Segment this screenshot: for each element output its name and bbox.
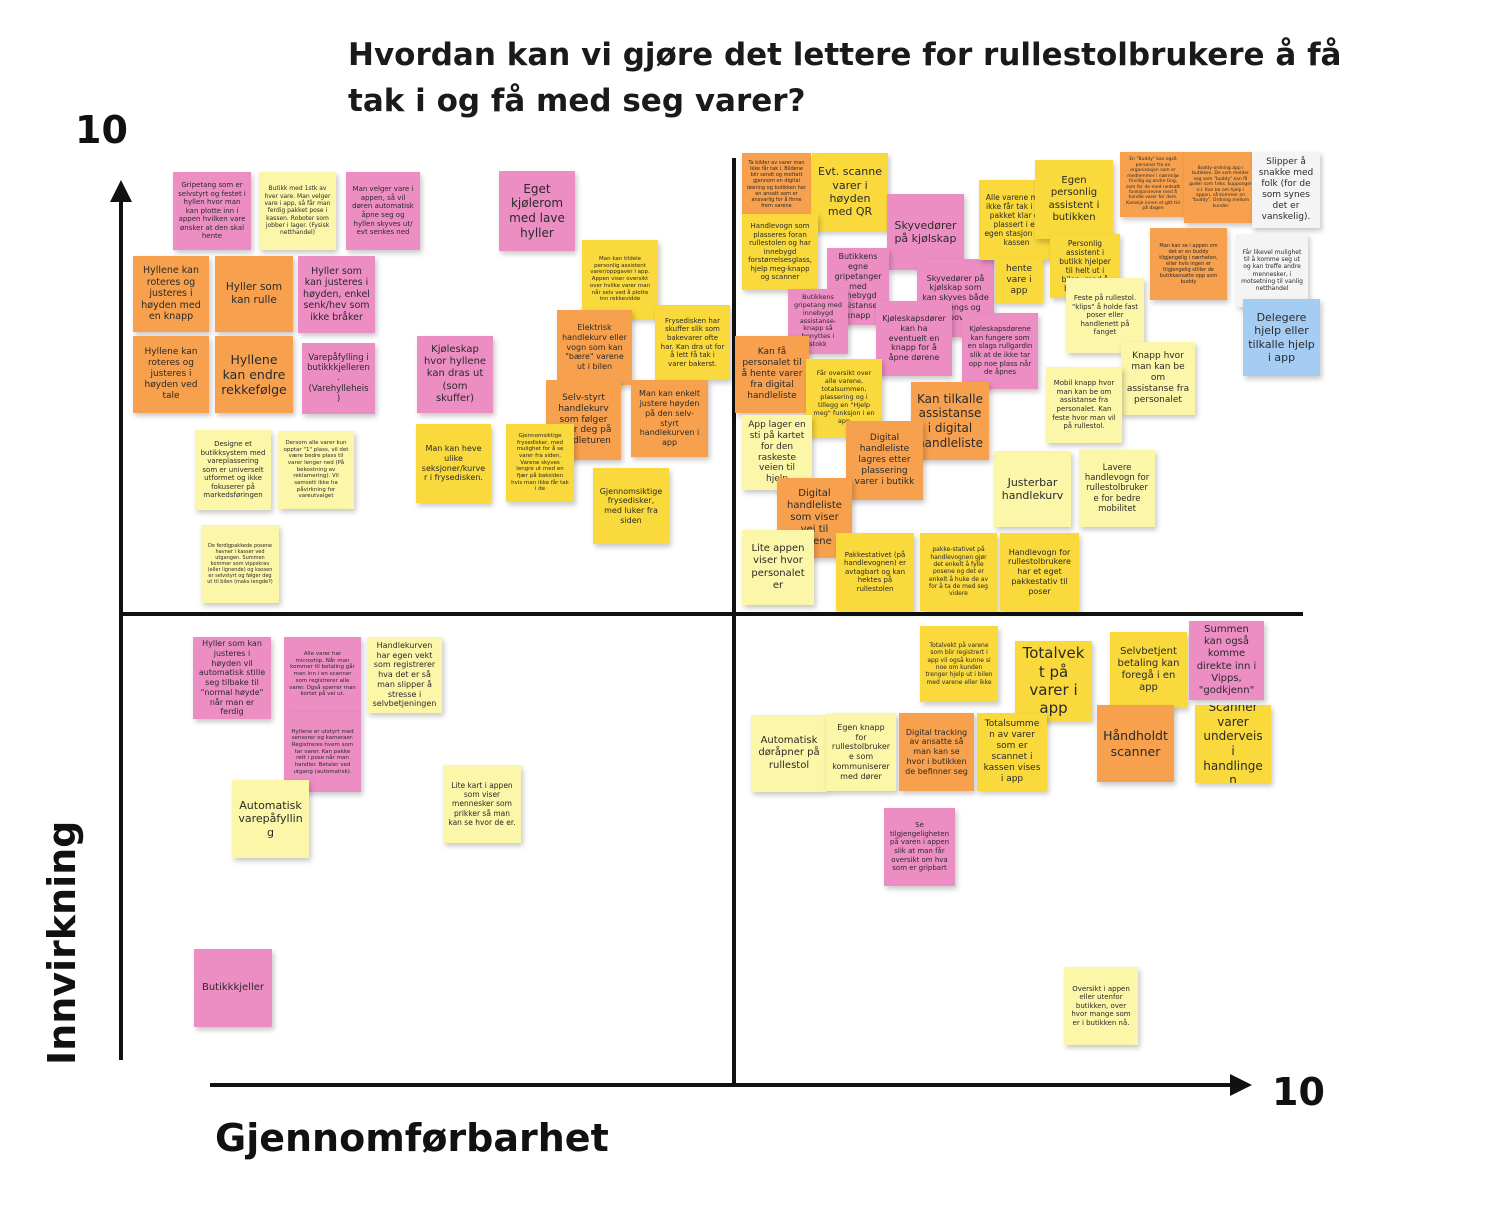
sticky-note[interactable]: Handlevogn som plasseres foran rullestol… bbox=[742, 214, 818, 290]
sticky-note[interactable]: Alle varer har microship. Når man kommer… bbox=[284, 637, 361, 712]
sticky-note[interactable]: Buddy-ordning app i butikken. De som mel… bbox=[1184, 152, 1257, 223]
y-axis-max-label: 10 bbox=[75, 108, 128, 152]
sticky-note[interactable]: Scanner varer underveis i handlingen bbox=[1195, 705, 1271, 783]
sticky-note[interactable]: Digital handleliste lagres etter plasser… bbox=[846, 421, 923, 500]
sticky-note[interactable]: pakke-stativet på handlevognen gjør det … bbox=[920, 533, 997, 611]
sticky-note[interactable]: Hyllene kan roteres og justeres i høyden… bbox=[133, 336, 209, 413]
x-axis-line bbox=[210, 1083, 1235, 1087]
sticky-note[interactable]: Lite kart i appen som viser mennesker so… bbox=[443, 765, 521, 843]
sticky-note[interactable]: Kjøleskap hvor hyllene kan dras ut (som … bbox=[417, 336, 493, 413]
sticky-note[interactable]: Hyllene kan roteres og justeres i høyden… bbox=[133, 256, 209, 332]
sticky-note[interactable]: Får likevel mulighet til å komme seg ut … bbox=[1236, 234, 1308, 307]
y-axis-arrow-icon bbox=[110, 180, 132, 202]
sticky-note[interactable]: Elektrisk handlekurv eller vogn som kan … bbox=[557, 310, 632, 385]
sticky-note[interactable]: Handlekurven har egen vekt som registrer… bbox=[367, 637, 442, 713]
x-axis-arrow-icon bbox=[1230, 1074, 1252, 1096]
sticky-note[interactable]: Egen knapp for rullestolbrukere som komm… bbox=[826, 713, 896, 791]
sticky-note[interactable]: De ferdigpakkede posene havner i kasser … bbox=[201, 525, 279, 603]
sticky-note[interactable]: Selvbetjent betaling kan foregå i en app bbox=[1110, 632, 1187, 708]
sticky-note[interactable]: Pakkestativet (på handlevognen) er avtag… bbox=[836, 533, 914, 611]
sticky-note[interactable]: Summen kan også komme direkte inn i Vipp… bbox=[1189, 621, 1264, 700]
sticky-note[interactable]: Varepåfylling i butikkkjelleren. (Varehy… bbox=[302, 343, 375, 414]
sticky-note[interactable]: Kjøleskapsdører kan ha eventuelt en knap… bbox=[876, 301, 952, 376]
sticky-note[interactable]: Se tilgjengeligheten på varen i appen sl… bbox=[884, 808, 955, 886]
sticky-note[interactable]: Delegere hjelp eller tilkalle hjelp i ap… bbox=[1243, 299, 1320, 376]
sticky-note[interactable]: Automatisk døråpner på rullestol bbox=[751, 715, 827, 792]
y-axis-label: Innvirkning bbox=[40, 820, 84, 1065]
sticky-note[interactable]: Hyllene er utstyrt med sensorer og kamer… bbox=[284, 712, 361, 792]
x-axis-max-label: 10 bbox=[1272, 1070, 1325, 1114]
sticky-note[interactable]: Selv-styrt handlekurv som følger etter d… bbox=[546, 380, 621, 460]
sticky-note[interactable]: Butikkkjeller bbox=[194, 949, 272, 1027]
sticky-note[interactable]: Man kan enkelt justere høyden på den sel… bbox=[631, 380, 708, 457]
sticky-note[interactable]: Eget kjølerom med lave hyller bbox=[499, 171, 575, 251]
sticky-note[interactable]: Digital tracking av ansatte så man kan s… bbox=[899, 713, 974, 791]
sticky-note[interactable]: Butikk med 1stk av hver vare. Man velger… bbox=[259, 172, 336, 250]
sticky-note[interactable]: Ta bilder av varer man ikke får tak i. B… bbox=[742, 153, 811, 216]
sticky-note[interactable]: Håndholdt scanner bbox=[1097, 705, 1174, 782]
sticky-note[interactable]: Kan få personalet til å hente varer fra … bbox=[735, 336, 809, 413]
sticky-note[interactable]: Gjennomsiktige frysedisker, med mulighet… bbox=[506, 424, 574, 502]
sticky-note[interactable]: Lite appen viser hvor personalet er bbox=[742, 530, 814, 605]
sticky-note[interactable]: Oversikt i appen eller utenfor butikken,… bbox=[1064, 967, 1138, 1045]
sticky-note[interactable]: Automatisk varepåfylling bbox=[232, 780, 309, 858]
sticky-note[interactable]: hente vare i app bbox=[995, 258, 1043, 303]
sticky-note[interactable]: Hyller som kan justeres i høyden, enkel … bbox=[298, 256, 375, 333]
sticky-note[interactable]: Gripetang som er selvstyrt og festet i h… bbox=[173, 172, 251, 250]
sticky-note[interactable]: Totalvekt på varer i app bbox=[1015, 641, 1092, 721]
sticky-note[interactable]: App lager en sti på kartet for den raske… bbox=[742, 415, 812, 490]
sticky-note[interactable]: Man kan se i appen om det er en buddy ti… bbox=[1150, 228, 1227, 300]
board-title: Hvordan kan vi gjøre det lettere for rul… bbox=[348, 37, 1342, 119]
sticky-note[interactable]: Dersom alle varer kun opptar "1" plass, … bbox=[278, 431, 354, 509]
sticky-note[interactable]: Man velger vare i appen, så vil døren au… bbox=[346, 172, 420, 250]
sticky-note[interactable]: Totalsummen av varer som er scannet i ka… bbox=[977, 713, 1047, 791]
sticky-note[interactable]: Designe et butikksystem med vareplasseri… bbox=[195, 430, 271, 510]
sticky-note[interactable]: Knapp hvor man kan be om assistanse fra … bbox=[1121, 342, 1195, 415]
sticky-note[interactable]: Hyller som kan rulle bbox=[215, 256, 293, 332]
sticky-note[interactable]: Man kan heve ulike seksjoner/kurver i fr… bbox=[416, 424, 491, 503]
sticky-note[interactable]: En "Buddy" kan også personer fra en orga… bbox=[1120, 152, 1186, 217]
sticky-note[interactable]: Justerbar handlekurv bbox=[994, 451, 1071, 527]
sticky-note[interactable]: Gjennomsiktige frysedisker, med luker fr… bbox=[593, 468, 669, 544]
sticky-note[interactable]: Totalvekt på varene som blir registrert … bbox=[920, 626, 998, 702]
quadrant-divider-vertical bbox=[732, 158, 736, 1086]
sticky-note[interactable]: Mobil knapp hvor man kan be om assistans… bbox=[1046, 367, 1122, 443]
sticky-note[interactable]: Evt. scanne varer i høyden med QR bbox=[812, 153, 888, 231]
sticky-note[interactable]: Hyllene kan endre rekkefølge bbox=[215, 336, 293, 413]
sticky-note[interactable]: Kjøleskapsdørene kan fungere som en slag… bbox=[962, 313, 1038, 389]
sticky-note[interactable]: Feste på rullestol. "klips" å holde fast… bbox=[1066, 278, 1144, 353]
sticky-note[interactable]: Frysedisken har skuffer slik som bakevar… bbox=[655, 305, 730, 380]
sticky-note[interactable]: Egen personlig assistent i butikken bbox=[1035, 160, 1113, 239]
x-axis-label: Gjennomførbarhet bbox=[215, 1116, 609, 1160]
sticky-note[interactable]: Kan tilkalle assistanse i digital handle… bbox=[911, 382, 989, 460]
sticky-note[interactable]: Man kan tildele personlig assistent vare… bbox=[582, 240, 658, 319]
sticky-note[interactable]: Lavere handlevogn for rullestolbrukere f… bbox=[1079, 450, 1155, 527]
sticky-note[interactable]: Slipper å snakke med folk (for de som sy… bbox=[1252, 152, 1320, 228]
sticky-note[interactable]: Skyvedører på kjølskap bbox=[887, 194, 964, 270]
quadrant-divider-horizontal bbox=[121, 612, 1303, 616]
y-axis-line bbox=[119, 198, 123, 1060]
sticky-note[interactable]: Handlevogn for rullestolbrukere har et e… bbox=[1000, 533, 1079, 611]
sticky-note[interactable]: Hyller som kan justeres i høyden vil aut… bbox=[193, 637, 271, 719]
sticky-note[interactable]: Får oversikt over alle varene, totalsumm… bbox=[806, 359, 882, 437]
